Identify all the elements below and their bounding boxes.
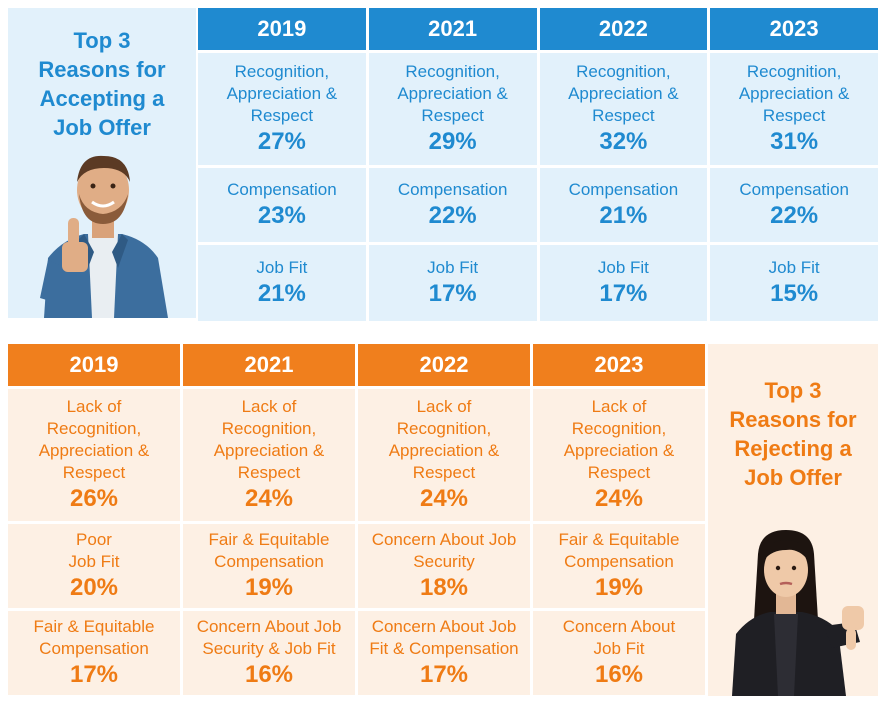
percent-value: 22% bbox=[428, 202, 477, 229]
accepting-table: 2019 2021 2022 2023 Recognition, Appreci… bbox=[198, 8, 878, 321]
reason-label: Concern About Job Fit bbox=[562, 617, 676, 658]
reason-label: Compensation bbox=[397, 180, 508, 199]
woman-thumbs-down-icon bbox=[732, 530, 864, 696]
reason-label: Job Fit bbox=[768, 258, 820, 277]
reason-label: Recognition, Appreciation & Respect bbox=[568, 62, 679, 125]
percent-value: 17% bbox=[428, 280, 477, 307]
percent-value: 26% bbox=[69, 485, 119, 512]
accepting-year-header: 2019 bbox=[198, 8, 366, 50]
accepting-cell: Job Fit 17% bbox=[539, 245, 708, 321]
percent-value: 16% bbox=[244, 661, 294, 688]
reason-label: Compensation bbox=[739, 180, 849, 199]
percent-value: 29% bbox=[428, 128, 477, 155]
rejecting-cell: Lack of Recognition, Appreciation & Resp… bbox=[533, 389, 705, 521]
accepting-cell: Recognition, Appreciation & Respect 29% bbox=[368, 53, 537, 165]
reason-label: Fair & Equitable Compensation bbox=[208, 530, 330, 571]
percent-value: 24% bbox=[419, 485, 469, 512]
reason-label: Poor Job Fit bbox=[68, 530, 120, 571]
percent-value: 24% bbox=[594, 485, 644, 512]
percent-value: 21% bbox=[599, 202, 648, 229]
rejecting-cell: Concern About Job Fit 16% bbox=[533, 611, 705, 695]
percent-value: 23% bbox=[257, 202, 306, 229]
percent-value: 17% bbox=[69, 661, 119, 688]
man-thumbs-up-icon bbox=[40, 155, 168, 318]
accepting-cell: Job Fit 17% bbox=[368, 245, 537, 321]
reason-label: Recognition, Appreciation & Respect bbox=[738, 62, 850, 125]
rejecting-year-header: 2023 bbox=[533, 344, 705, 386]
rejecting-cell: Lack of Recognition, Appreciation & Resp… bbox=[183, 389, 355, 521]
reason-label: Concern About Job Fit & Compensation bbox=[369, 617, 519, 658]
accepting-title-box: Top 3 Reasons for Accepting a Job Offer bbox=[8, 8, 196, 318]
percent-value: 19% bbox=[594, 574, 644, 601]
reason-label: Recognition, Appreciation & Respect bbox=[397, 62, 508, 125]
accepting-cell: Recognition, Appreciation & Respect 27% bbox=[198, 53, 366, 165]
accepting-year-header: 2022 bbox=[539, 8, 708, 50]
accepting-year-header: 2023 bbox=[710, 8, 878, 50]
percent-value: 32% bbox=[599, 128, 648, 155]
accepting-cell: Job Fit 15% bbox=[710, 245, 878, 321]
reason-label: Job Fit bbox=[597, 258, 649, 277]
percent-value: 17% bbox=[419, 661, 469, 688]
rejecting-cell: Fair & Equitable Compensation 19% bbox=[533, 524, 705, 608]
rejecting-title: Top 3 Reasons for Rejecting a Job Offer bbox=[729, 378, 857, 490]
percent-value: 15% bbox=[770, 280, 819, 307]
accepting-cell: Compensation 22% bbox=[368, 168, 537, 242]
percent-value: 19% bbox=[244, 574, 294, 601]
reason-label: Concern About Job Security & Job Fit bbox=[196, 617, 342, 658]
percent-value: 16% bbox=[594, 661, 644, 688]
reason-label: Job Fit bbox=[256, 258, 308, 277]
rejecting-cell: Concern About Job Fit & Compensation 17% bbox=[358, 611, 530, 695]
rejecting-cell: Lack of Recognition, Appreciation & Resp… bbox=[358, 389, 530, 521]
percent-value: 17% bbox=[599, 280, 648, 307]
reason-label: Lack of Recognition, Appreciation & Resp… bbox=[563, 397, 675, 482]
reason-label: Job Fit bbox=[427, 258, 479, 277]
accepting-cell: Recognition, Appreciation & Respect 31% bbox=[710, 53, 878, 165]
reason-label: Compensation bbox=[227, 180, 337, 199]
accepting-cell: Compensation 21% bbox=[539, 168, 708, 242]
percent-value: 24% bbox=[244, 485, 294, 512]
reason-label: Lack of Recognition, Appreciation & Resp… bbox=[213, 397, 325, 482]
accepting-cell: Compensation 23% bbox=[198, 168, 366, 242]
percent-value: 18% bbox=[419, 574, 469, 601]
reason-label: Fair & Equitable Compensation bbox=[33, 617, 155, 658]
accepting-cell: Job Fit 21% bbox=[198, 245, 366, 321]
rejecting-title-box: Top 3 Reasons for Rejecting a Job Offer bbox=[708, 344, 878, 696]
percent-value: 22% bbox=[770, 202, 819, 229]
percent-value: 31% bbox=[770, 128, 819, 155]
accepting-cell: Compensation 22% bbox=[710, 168, 878, 242]
rejecting-year-header: 2019 bbox=[8, 344, 180, 386]
accepting-year-header: 2021 bbox=[368, 8, 537, 50]
percent-value: 20% bbox=[69, 574, 119, 601]
rejecting-cell: Concern About Job Security & Job Fit 16% bbox=[183, 611, 355, 695]
rejecting-year-header: 2021 bbox=[183, 344, 355, 386]
reason-label: Fair & Equitable Compensation bbox=[558, 530, 680, 571]
reason-label: Concern About Job Security bbox=[371, 530, 517, 571]
accepting-title: Top 3 Reasons for Accepting a Job Offer bbox=[38, 28, 166, 140]
reason-label: Compensation bbox=[568, 180, 679, 199]
rejecting-table: 2019 2021 2022 2023 Lack of Recognition,… bbox=[8, 344, 705, 696]
reason-label: Lack of Recognition, Appreciation & Resp… bbox=[38, 397, 150, 482]
rejecting-year-header: 2022 bbox=[358, 344, 530, 386]
rejecting-cell: Lack of Recognition, Appreciation & Resp… bbox=[8, 389, 180, 521]
percent-value: 21% bbox=[257, 280, 306, 307]
rejecting-cell: Fair & Equitable Compensation 19% bbox=[183, 524, 355, 608]
rejecting-cell: Fair & Equitable Compensation 17% bbox=[8, 611, 180, 695]
rejecting-cell: Concern About Job Security 18% bbox=[358, 524, 530, 608]
rejecting-cell: Poor Job Fit 20% bbox=[8, 524, 180, 608]
accepting-panel: Top 3 Reasons for Accepting a Job Offer bbox=[8, 8, 878, 321]
accepting-cell: Recognition, Appreciation & Respect 32% bbox=[539, 53, 708, 165]
rejecting-panel: 2019 2021 2022 2023 Lack of Recognition,… bbox=[8, 344, 878, 696]
percent-value: 27% bbox=[257, 128, 306, 155]
reason-label: Lack of Recognition, Appreciation & Resp… bbox=[388, 397, 500, 482]
reason-label: Recognition, Appreciation & Respect bbox=[226, 62, 338, 125]
